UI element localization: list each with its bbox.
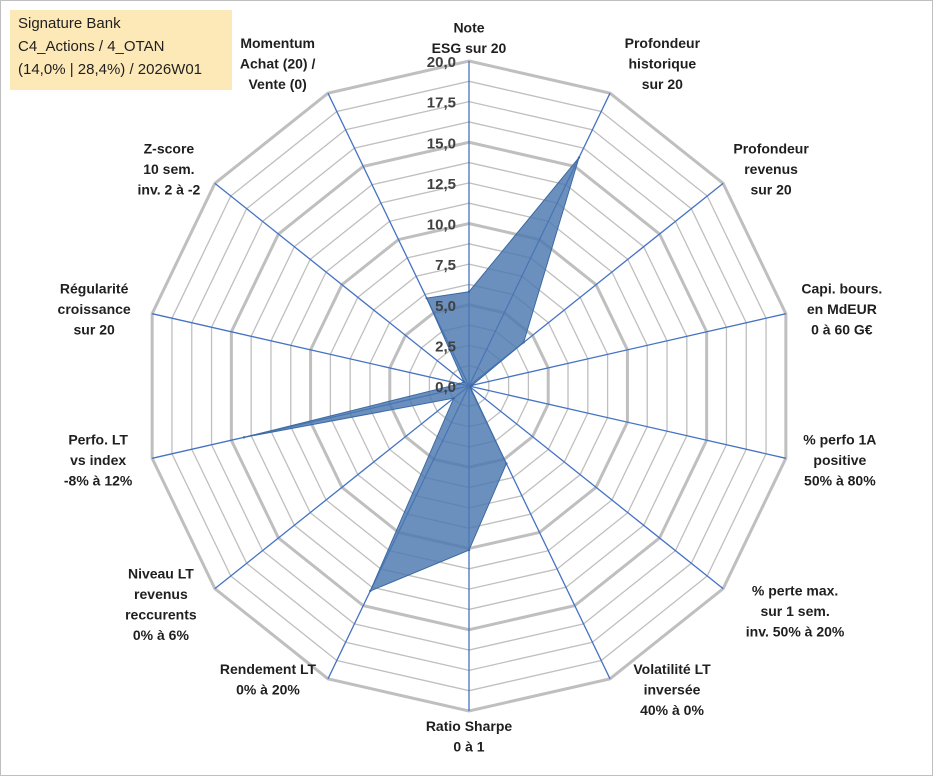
axis-label: Ratio Sharpe 0 à 1 [426,718,513,755]
axis-spoke [468,313,786,387]
radar-series [242,156,581,593]
axis-label: Perfo. LT vs index -8% à 12% [64,431,133,488]
data-point [505,462,508,465]
axis-label: Rendement LT 0% à 20% [220,661,317,698]
axis-spoke [214,182,470,387]
radar-axis-labels: Note ESG sur 20 Profondeur historique sur 20… [58,20,883,755]
axis-label: Momentum Achat (20) / Vente (0) [240,35,316,92]
axis-label: % perte max. sur 1 sem. inv. 50% à 20% [746,583,845,640]
info-box: Signature Bank C4_Actions / 4_OTAN (14,0… [10,10,232,90]
axis-spoke [214,385,470,590]
data-point [577,156,581,159]
data-point [369,589,372,593]
data-point [452,396,455,400]
axis-label: Niveau LT revenus reccurents 0% à 6% [125,566,197,644]
axis-spoke [468,385,786,459]
tick-label: 2,5 [435,338,456,355]
tick-label: 20,0 [427,54,456,71]
axis-label: Z-score 10 sem. inv. 2 à -2 [138,140,201,197]
data-point [425,296,428,300]
axis-spoke [468,385,724,590]
data-point [458,382,461,386]
axis-label: Capi. bours. en MdEUR 0 à 60 G€ [801,281,882,338]
axis-label: % perfo 1A positive 50% à 80% [803,431,876,488]
radar-tick-labels: 0,0 2,5 5,0 7,5 10,0 12,5 15,0 17,5 20,0 [427,54,456,396]
axis-label: Régularité croissance sur 20 [58,281,131,338]
tick-label: 10,0 [427,217,456,234]
axis-label: Note ESG sur 20 [432,20,507,57]
axis-label: Profondeur revenus sur 20 [733,140,809,197]
data-point [522,341,525,344]
axis-label: Volatilité LT inversée 40% à 0% [633,661,711,718]
data-point [242,436,246,439]
tick-label: 0,0 [435,379,456,396]
data-point [467,290,471,293]
info-title: Signature Bank [18,15,121,32]
tick-label: 7,5 [435,257,456,274]
data-point [467,548,471,552]
axis-spoke [152,313,470,387]
data-point [469,385,472,389]
tick-label: 15,0 [427,135,456,152]
info-performance: (14,0% | 28,4%) / 2026W01 [18,61,202,78]
data-point [462,380,466,384]
axis-label: Profondeur historique sur 20 [625,35,701,92]
tick-label: 5,0 [435,298,456,315]
tick-label: 17,5 [427,95,456,112]
info-portfolio: C4_Actions / 4_OTAN [18,38,165,55]
tick-label: 12,5 [427,176,456,193]
